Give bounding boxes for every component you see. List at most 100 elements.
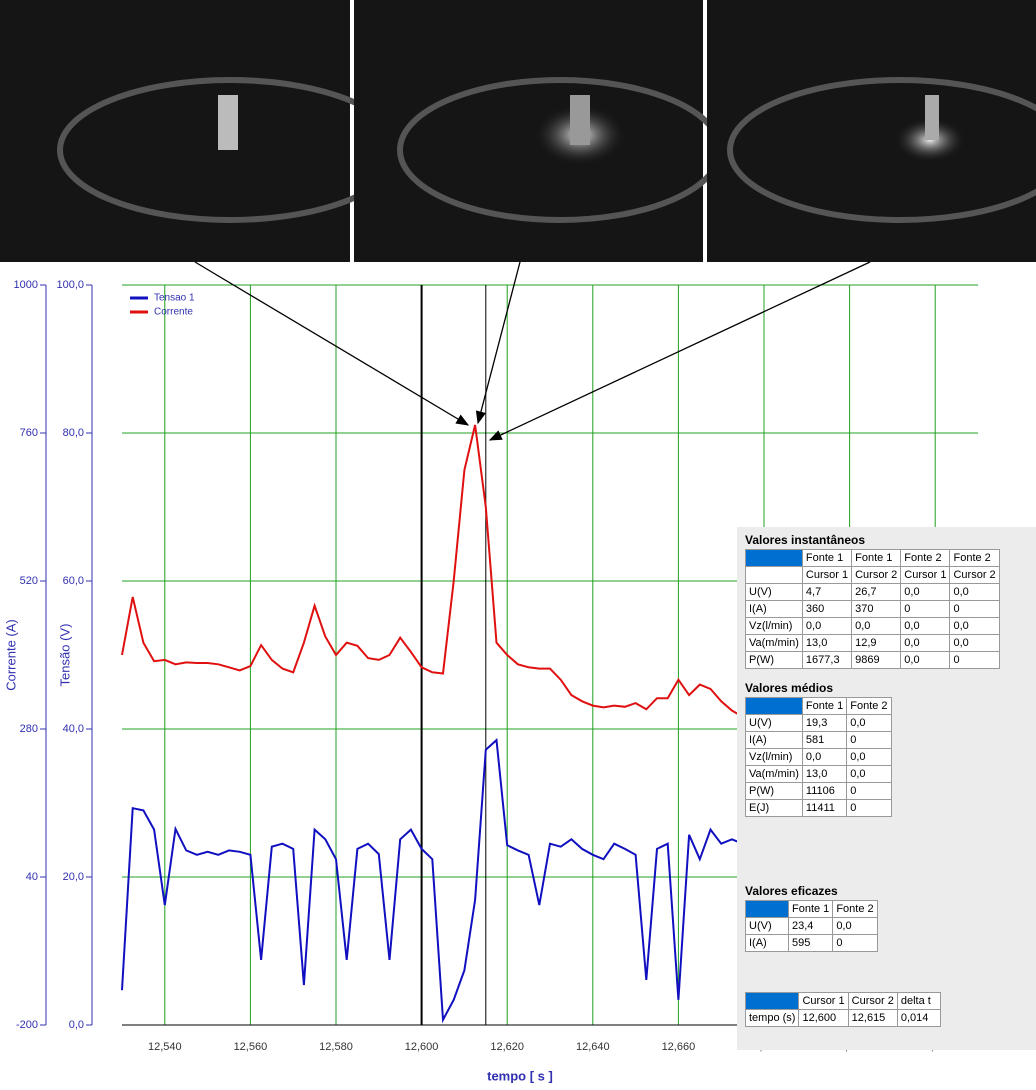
table-cell: Cursor 1 (798, 992, 849, 1010)
table-cell: 0,0 (949, 617, 1000, 635)
table-cell (745, 566, 803, 584)
table-cell: 12,615 (847, 1009, 898, 1027)
y-tick-label: -200 (16, 1019, 38, 1031)
table-cell: U(V) (745, 917, 789, 935)
table: Fonte 1 Fonte 2 U(V) 19,3 0,0 I(A) 581 0 Vz(l/mi… (745, 697, 892, 817)
table-title: Valores instantâneos (745, 533, 866, 547)
photo-detail (570, 95, 590, 145)
table-title: Valores eficazes (745, 884, 838, 898)
table-cell: Fonte 1 (801, 549, 853, 567)
table-row: Fonte 1 Fonte 2 (745, 900, 878, 918)
table-cell: I(A) (745, 731, 803, 749)
table-cell: I(A) (745, 934, 789, 952)
table: Fonte 1 Fonte 2 U(V) 23,4 0,0 I(A) 595 0 (745, 900, 878, 952)
table-block: Valores eficazes Fonte 1 Fonte 2 U(V) 23,4 0,… (745, 882, 878, 952)
table-row: Cursor 1 Cursor 2 delta t (744, 992, 941, 1010)
x-axis-label: tempo [ s ] (487, 1068, 553, 1083)
table-cell (745, 900, 789, 918)
x-tick-label: 12,620 (490, 1041, 524, 1053)
table-block: Cursor 1 Cursor 2 delta t tempo (s) 12,600 12… (744, 992, 941, 1027)
table-cell: Vz(l/min) (745, 748, 803, 766)
y2-tick-label: 100,0 (56, 279, 84, 291)
table-cell: 9869 (851, 651, 902, 669)
table-row: U(V) 4,7 26,7 0,0 0,0 (745, 583, 1000, 601)
y2-tick-label: 60,0 (63, 575, 84, 587)
table-row: Fonte 1 Fonte 2 (745, 697, 892, 715)
table-cell: 13,0 (801, 634, 853, 652)
legend-label: Tensao 1 (154, 293, 195, 304)
arrows (194, 261, 871, 441)
x-tick-label: 12,560 (234, 1041, 268, 1053)
table-row: P(W) 11106 0 (745, 782, 892, 800)
table-row: I(A) 581 0 (745, 731, 892, 749)
table-cell (745, 549, 803, 567)
table-cell: 0,0 (846, 748, 892, 766)
x-tick-label: 12,660 (662, 1041, 696, 1053)
table-cell: 0,0 (900, 617, 951, 635)
table-row: Va(m/min) 13,0 12,9 0,0 0,0 (745, 634, 1000, 652)
x-tick-label: 12,540 (148, 1041, 182, 1053)
table-cell: 13,0 (801, 765, 848, 783)
table-row: P(W) 1677,3 9869 0,0 0 (745, 651, 1000, 669)
table: Fonte 1 Fonte 1 Fonte 2 Fonte 2 Cursor 1 Curs… (745, 549, 1000, 669)
table-cell: 0,0 (900, 583, 951, 601)
x-tick-label: 12,600 (405, 1041, 439, 1053)
table-cell: 4,7 (801, 583, 853, 601)
table-cell: U(V) (745, 583, 803, 601)
table-cell: 0,0 (900, 634, 951, 652)
table-cell: 12,9 (851, 634, 902, 652)
photo-detail (727, 77, 1036, 223)
table-cell: 360 (801, 600, 853, 618)
table-cell: 0,0 (832, 917, 878, 935)
table-cell: 0,0 (900, 651, 951, 669)
table-cell: Cursor 2 (949, 566, 1000, 584)
table-cell: delta t (896, 992, 941, 1010)
series-line (121, 424, 744, 718)
table-cell: Fonte 2 (846, 697, 892, 715)
y2-tick-label: 20,0 (63, 871, 84, 883)
table-cell: 0 (900, 600, 951, 618)
y-tick-label: 1000 (14, 279, 38, 291)
table-cell: P(W) (745, 782, 803, 800)
table: Cursor 1 Cursor 2 delta t tempo (s) 12,600 12… (744, 992, 941, 1027)
table-cell: 1677,3 (801, 651, 853, 669)
table-cell: 26,7 (851, 583, 902, 601)
y-tick-label: 40 (26, 871, 38, 883)
table-cell: 0,0 (851, 617, 902, 635)
table-cell: 12,600 (798, 1009, 849, 1027)
table-cell: Cursor 1 (801, 566, 853, 584)
table-cell: Fonte 2 (832, 900, 878, 918)
photo-detail (218, 95, 238, 150)
table-cell: 0 (949, 651, 1000, 669)
photos (0, 0, 1036, 262)
table-cell: 23,4 (787, 917, 834, 935)
table-cell: 11106 (801, 782, 848, 800)
y2-tick-label: 0,0 (69, 1019, 84, 1031)
table-row: Va(m/min) 13,0 0,0 (745, 765, 892, 783)
table-cell: 0,0 (949, 583, 1000, 601)
table-cell: 11411 (801, 799, 848, 817)
table-cell: 370 (851, 600, 902, 618)
table-cell: Vz(l/min) (745, 617, 803, 635)
table-cell: I(A) (745, 600, 803, 618)
table-cell (744, 992, 800, 1010)
table-cell: 19,3 (801, 714, 848, 732)
table-cell: 0 (846, 799, 892, 817)
table-cell: Va(m/min) (745, 765, 803, 783)
arrow (475, 261, 521, 425)
table-cell: Cursor 2 (847, 992, 898, 1010)
table-cell: 0 (846, 782, 892, 800)
table-cell: Cursor 1 (900, 566, 951, 584)
table-row: Vz(l/min) 0,0 0,0 (745, 748, 892, 766)
table-cell: 0,0 (801, 748, 848, 766)
table-cell: 0,0 (846, 765, 892, 783)
table-cell: Fonte 2 (949, 549, 1000, 567)
table-cell: 0,014 (896, 1009, 941, 1027)
table-cell: Va(m/min) (745, 634, 803, 652)
table-cell: Fonte 1 (851, 549, 902, 567)
table-cell: 0,0 (801, 617, 853, 635)
table-row: U(V) 19,3 0,0 (745, 714, 892, 732)
table-cell: 0,0 (846, 714, 892, 732)
y-axis-label: Corrente (A) (3, 619, 18, 691)
